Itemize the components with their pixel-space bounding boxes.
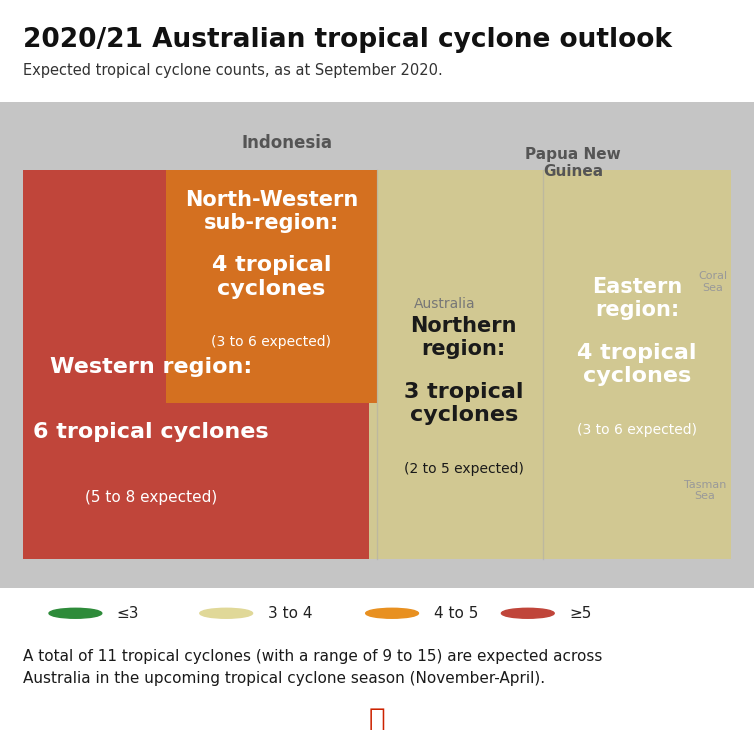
Text: 2020/21 Australian tropical cyclone outlook: 2020/21 Australian tropical cyclone outl… — [23, 27, 672, 53]
Circle shape — [501, 608, 554, 618]
Text: 4 tropical
cyclones: 4 tropical cyclones — [578, 343, 697, 386]
Text: (3 to 6 expected): (3 to 6 expected) — [577, 423, 697, 437]
Text: Coral
Sea: Coral Sea — [698, 271, 727, 293]
Text: 3 tropical
cyclones: 3 tropical cyclones — [404, 382, 523, 425]
Text: A total of 11 tropical cyclones (with a range of 9 to 15) are expected across
Au: A total of 11 tropical cyclones (with a … — [23, 649, 602, 686]
Bar — [23, 170, 731, 558]
Bar — [23, 170, 369, 558]
Text: Western region:: Western region: — [50, 357, 252, 377]
Text: Papua New
Guinea: Papua New Guinea — [526, 147, 621, 179]
Bar — [166, 170, 377, 403]
Text: ≥5: ≥5 — [569, 606, 592, 620]
Circle shape — [49, 608, 102, 618]
Circle shape — [366, 608, 418, 618]
Text: 4 to 5: 4 to 5 — [434, 606, 478, 620]
Text: (3 to 6 expected): (3 to 6 expected) — [211, 336, 332, 350]
Text: (5 to 8 expected): (5 to 8 expected) — [84, 491, 217, 505]
Text: Tasman
Sea: Tasman Sea — [684, 480, 726, 502]
Text: (2 to 5 expected): (2 to 5 expected) — [404, 461, 523, 476]
Text: Expected tropical cyclone counts, as at September 2020.: Expected tropical cyclone counts, as at … — [23, 64, 443, 78]
Text: 4 tropical
cyclones: 4 tropical cyclones — [212, 255, 331, 299]
Text: 💬: 💬 — [369, 706, 385, 730]
Text: Australia: Australia — [414, 296, 476, 311]
Text: ≤3: ≤3 — [117, 606, 139, 620]
Circle shape — [200, 608, 253, 618]
Text: North-Western
sub-region:: North-Western sub-region: — [185, 190, 358, 233]
Text: 3 to 4: 3 to 4 — [268, 606, 312, 620]
Text: Indonesia: Indonesia — [241, 134, 332, 153]
Text: Eastern
region:: Eastern region: — [592, 277, 682, 320]
Text: 6 tropical cyclones: 6 tropical cyclones — [33, 423, 268, 442]
Text: Northern
region:: Northern region: — [410, 316, 517, 359]
